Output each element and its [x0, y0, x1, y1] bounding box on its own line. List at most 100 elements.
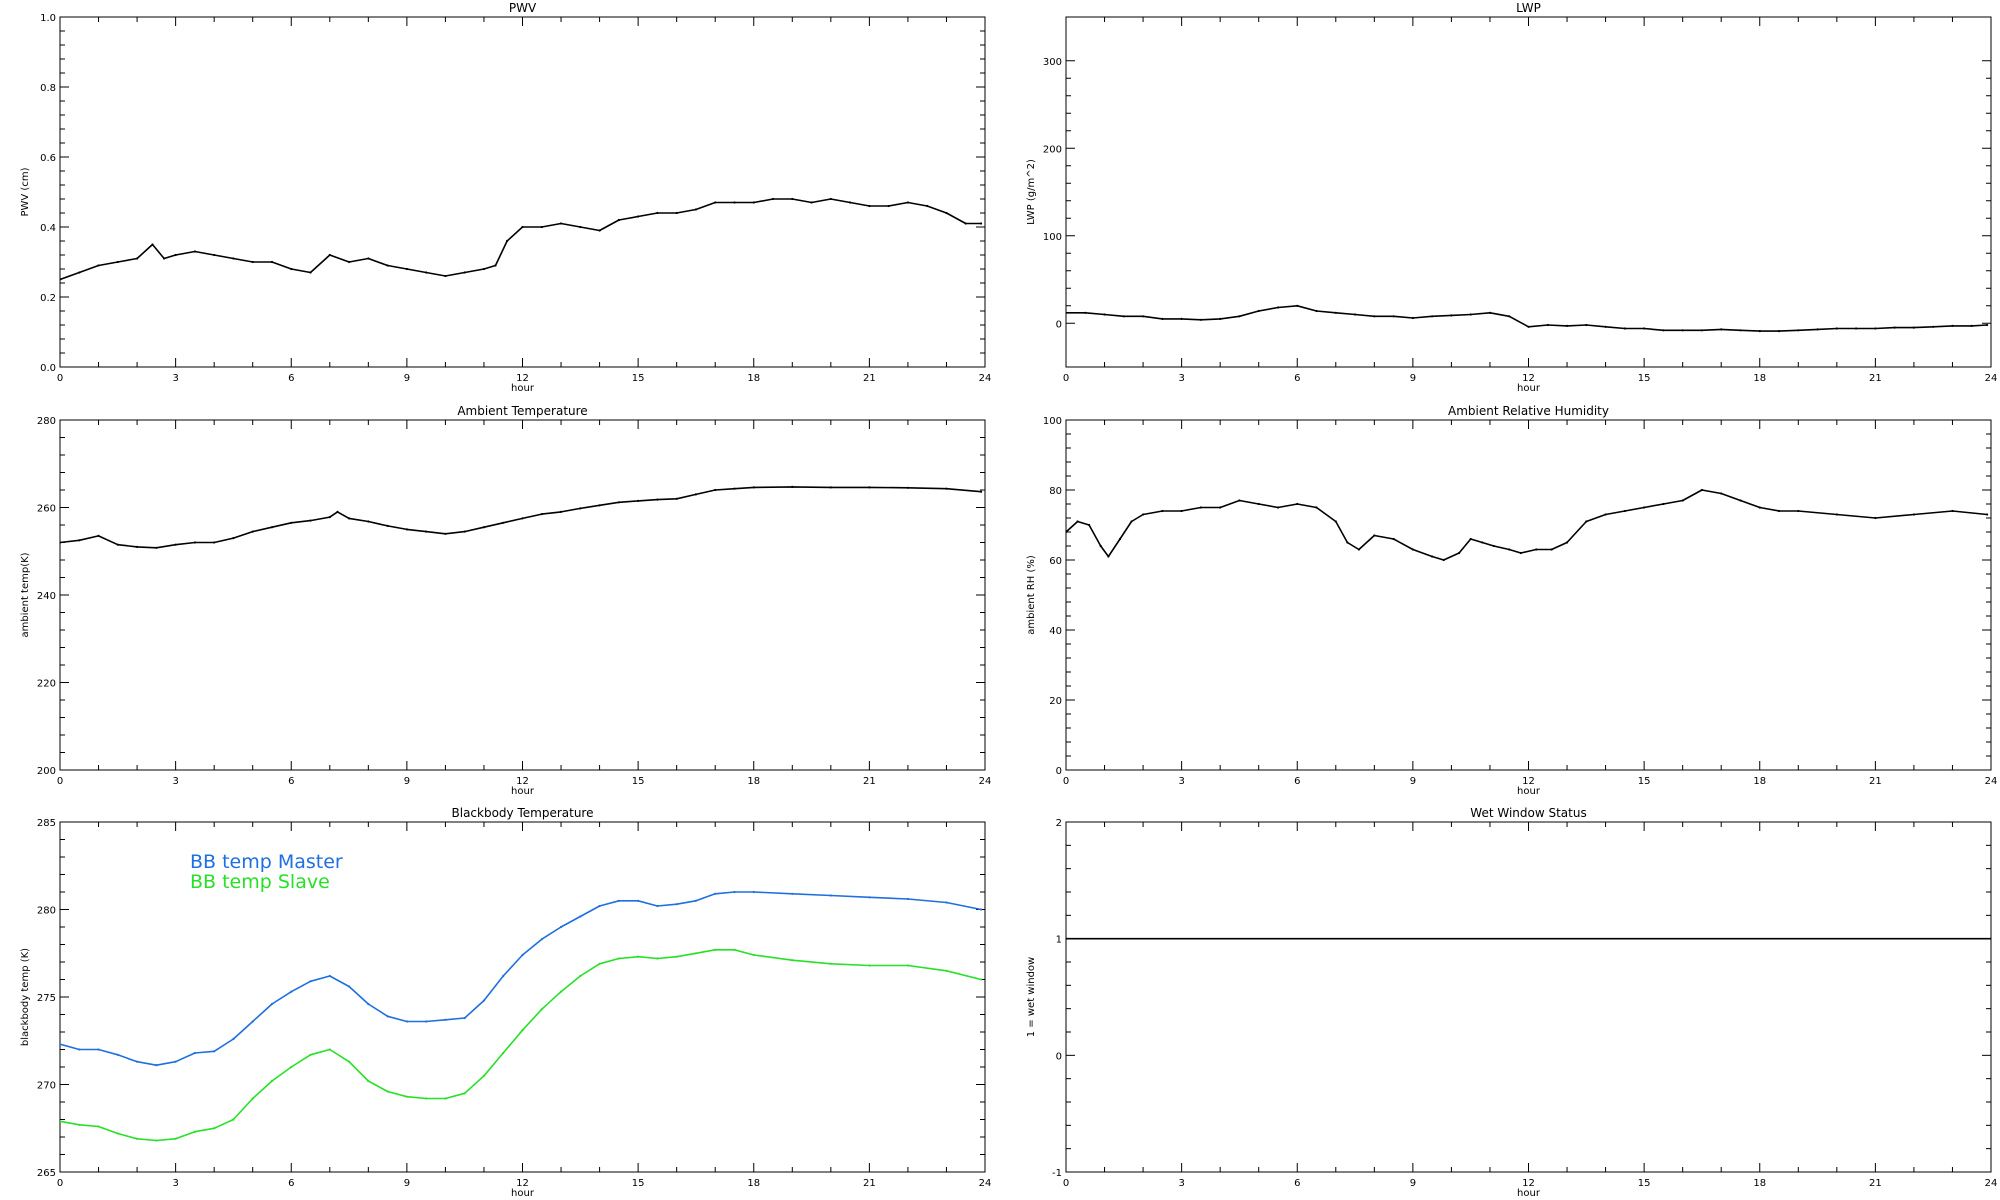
- data-point: [1315, 309, 1318, 313]
- data-point: [290, 267, 293, 271]
- data-point: [637, 215, 640, 218]
- data-point: [1142, 315, 1145, 318]
- chart-title: Ambient Relative Humidity: [1448, 404, 1609, 418]
- data-point: [980, 222, 983, 225]
- data-point: [1565, 324, 1569, 327]
- data-point: [348, 517, 351, 520]
- data-point: [714, 201, 717, 204]
- x-tick-label: 0: [57, 1178, 63, 1189]
- data-point: [1893, 326, 1896, 329]
- data-point: [163, 257, 166, 260]
- data-point: [617, 957, 621, 960]
- x-tick-label: 9: [404, 1178, 410, 1189]
- x-tick-label: 15: [632, 776, 645, 787]
- data-point: [444, 1018, 447, 1021]
- chart-title: Wet Window Status: [1470, 806, 1586, 820]
- data-point: [1450, 314, 1453, 317]
- data-point: [60, 541, 62, 544]
- data-point: [1508, 315, 1511, 318]
- x-tick-label: 6: [1294, 776, 1300, 787]
- data-point: [1951, 509, 1954, 513]
- data-point: [193, 1130, 196, 1133]
- data-point: [97, 534, 100, 538]
- data-point: [482, 999, 486, 1002]
- chart-panel-2: Ambient Temperature 0 3 6 9 12 15 18 21 24 200 220 2…: [20, 404, 991, 797]
- data-point: [1604, 325, 1607, 328]
- data-point: [1357, 548, 1360, 551]
- data-point: [598, 904, 601, 908]
- chart-panel-0: PWV 0 3 6 9 12 15 18 21 24 0.0 0.2 0.4 0.6 0.8 1.0 hour P…: [20, 1, 991, 394]
- data-point: [1700, 329, 1703, 332]
- data-point: [694, 899, 698, 902]
- data-point: [1681, 329, 1684, 332]
- data-point: [675, 903, 678, 906]
- data-point: [1585, 323, 1588, 327]
- data-point: [1180, 317, 1183, 320]
- data-point: [386, 1090, 389, 1093]
- data-point: [637, 955, 640, 958]
- data-point: [868, 486, 871, 489]
- data-point: [906, 201, 910, 204]
- x-tick-label: 9: [1410, 373, 1416, 384]
- data-point: [251, 530, 254, 533]
- x-tick-label: 15: [632, 1178, 645, 1189]
- data-point: [136, 1060, 139, 1063]
- data-point: [1777, 509, 1781, 513]
- y-tick-label: 80: [1049, 486, 1062, 497]
- x-tick-label: 21: [1869, 1178, 1882, 1189]
- data-point: [1739, 499, 1742, 502]
- data-point: [656, 957, 659, 960]
- data-point: [1662, 329, 1665, 332]
- data-point: [1585, 520, 1588, 523]
- x-tick-label: 3: [172, 373, 178, 384]
- x-axis-label: hour: [511, 786, 535, 797]
- data-point: [386, 1015, 389, 1018]
- x-tick-label: 21: [1869, 776, 1882, 787]
- y-axis-label: LWP (g/m^2): [1026, 159, 1037, 225]
- x-tick-label: 18: [1753, 1178, 1766, 1189]
- x-tick-label: 21: [863, 373, 876, 384]
- data-point: [151, 243, 154, 246]
- data-point: [1623, 327, 1626, 330]
- data-point: [1199, 506, 1202, 509]
- y-tick-label: 0: [1056, 766, 1062, 777]
- chart-title: PWV: [509, 1, 537, 15]
- x-tick-label: 15: [1638, 776, 1651, 787]
- data-point: [270, 1079, 274, 1083]
- data-point: [1777, 330, 1781, 333]
- data-point: [1334, 520, 1337, 523]
- data-point: [309, 1053, 312, 1056]
- data-point: [405, 528, 408, 531]
- data-point: [1257, 309, 1260, 313]
- x-tick-label: 3: [1178, 1178, 1184, 1189]
- data-point: [463, 271, 466, 274]
- x-tick-label: 3: [172, 776, 178, 787]
- data-point: [1681, 499, 1684, 502]
- data-point: [1142, 513, 1145, 516]
- data-point: [752, 890, 755, 894]
- data-point: [1469, 313, 1472, 316]
- data-point: [502, 974, 505, 978]
- data-point: [980, 490, 983, 493]
- legend-entry-0: BB temp Master: [190, 851, 343, 873]
- data-point: [980, 908, 983, 911]
- x-tick-label: 18: [747, 1178, 760, 1189]
- data-point: [463, 1016, 466, 1020]
- data-point: [598, 504, 601, 507]
- data-point: [1238, 315, 1241, 318]
- data-point: [1986, 513, 1989, 516]
- data-point: [1835, 513, 1838, 516]
- data-point: [1986, 323, 1989, 327]
- data-point: [540, 1008, 543, 1011]
- data-point: [1066, 311, 1068, 314]
- data-point: [97, 264, 100, 267]
- data-point: [1180, 509, 1183, 513]
- data-point: [78, 539, 81, 542]
- data-point: [714, 892, 717, 895]
- x-axis-label: hour: [511, 383, 535, 394]
- x-tick-label: 24: [979, 1178, 992, 1189]
- data-point: [1662, 502, 1665, 506]
- y-tick-label: 300: [1043, 57, 1062, 68]
- chart-panel-3: Ambient Relative Humidity 0 3 6 9 12 15 18 21 24 0…: [1026, 404, 1997, 797]
